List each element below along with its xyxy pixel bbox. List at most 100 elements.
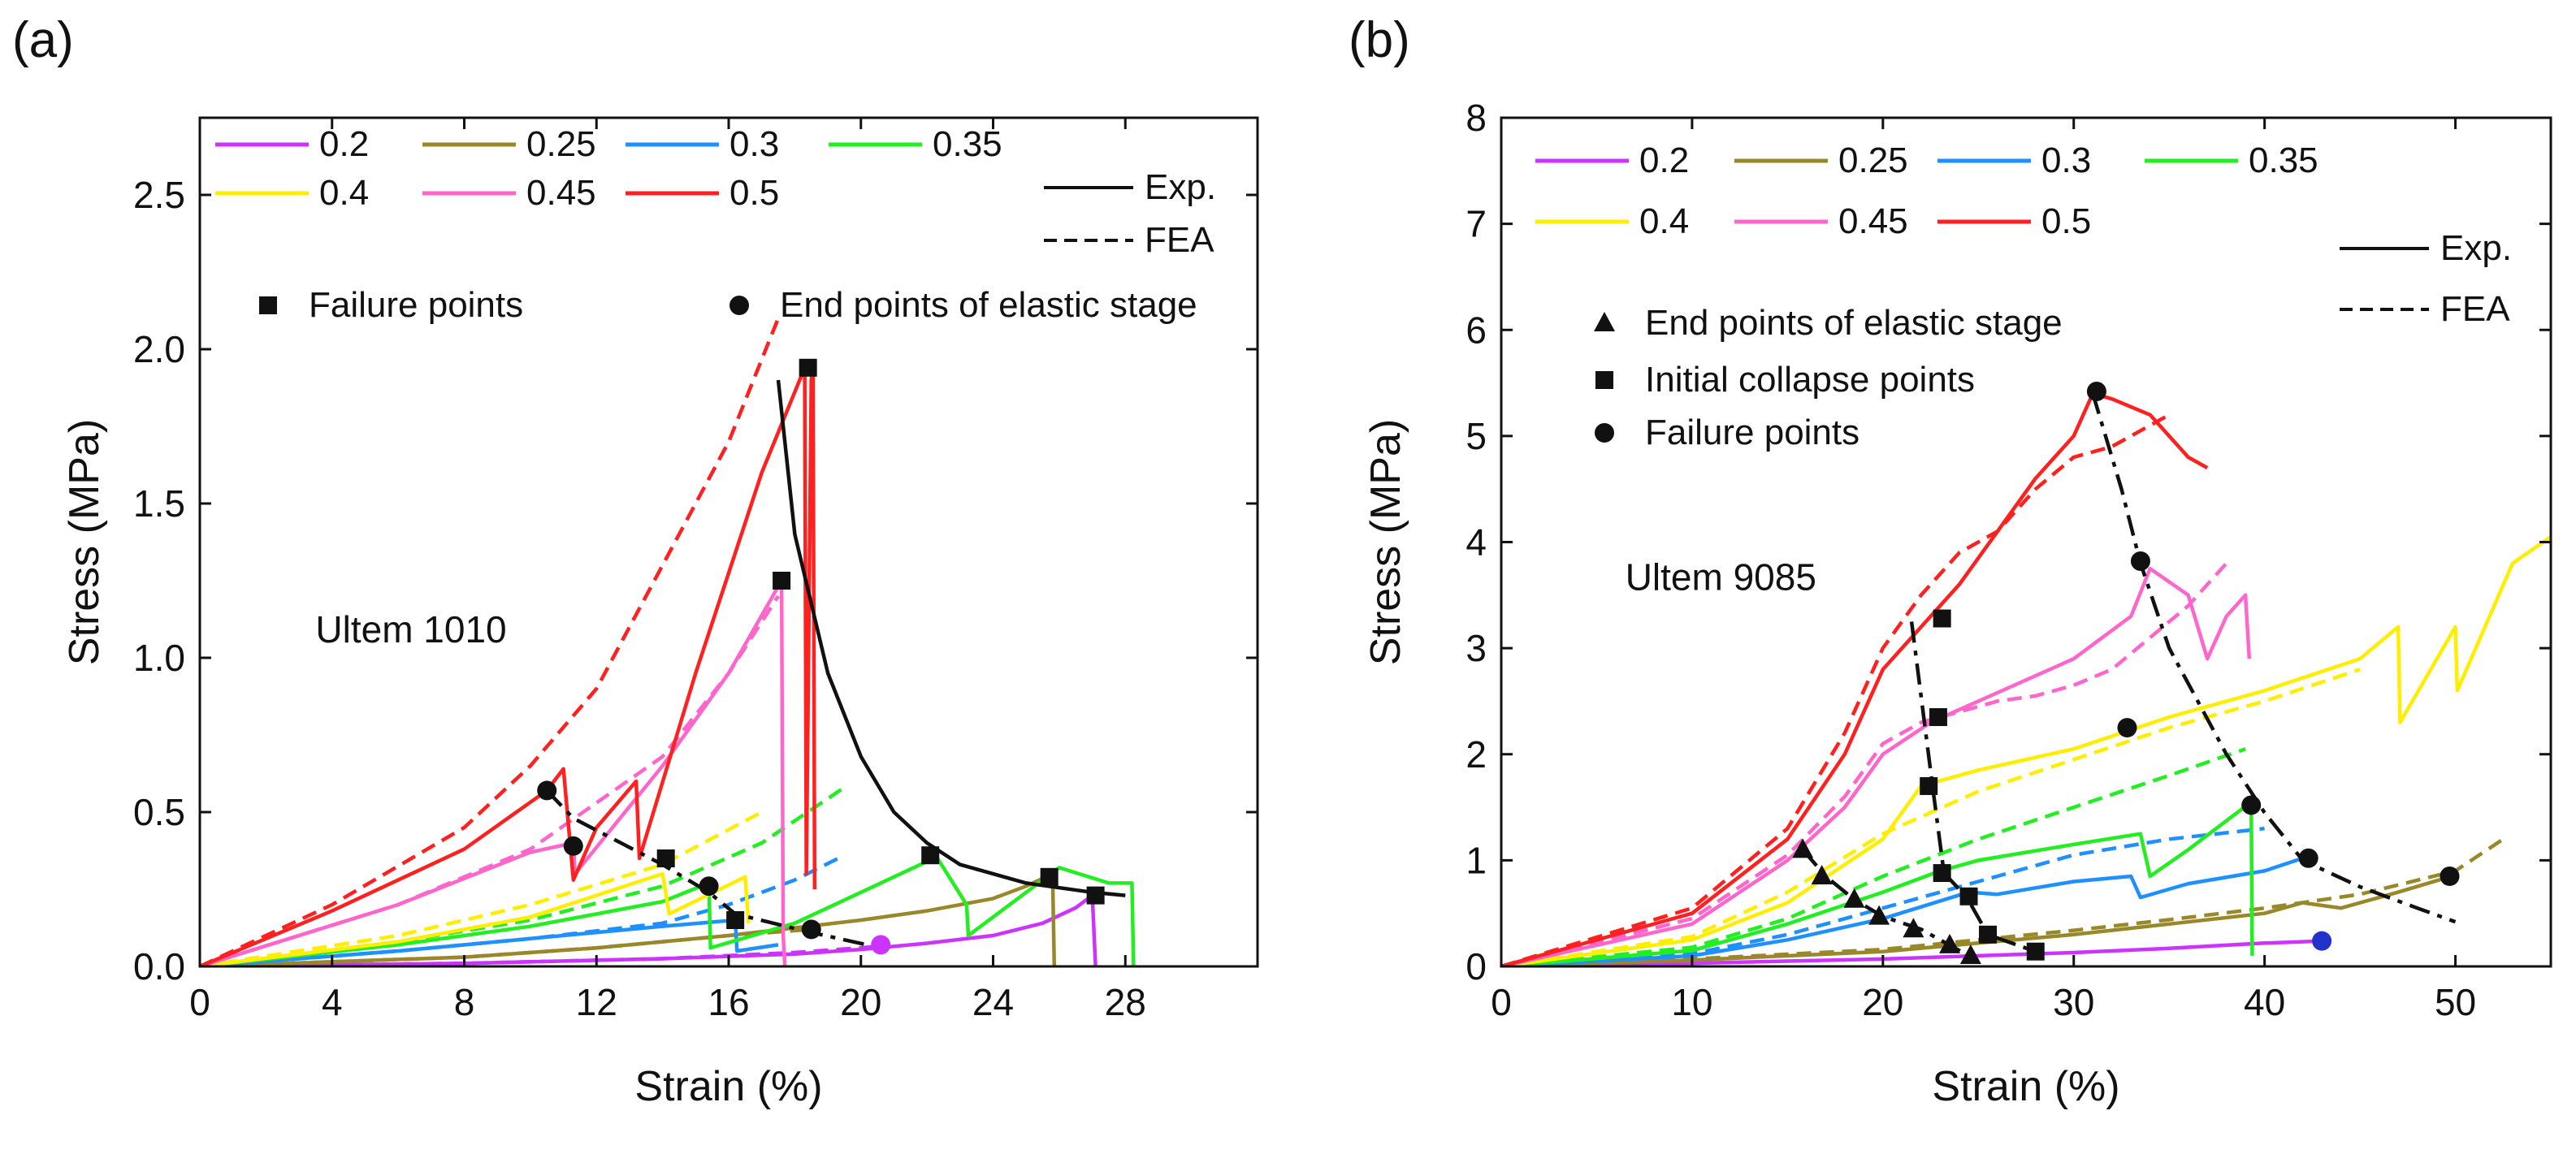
series-line-0.35: [1501, 800, 2254, 966]
x-tick-label: 50: [2435, 981, 2476, 1023]
x-tick-label: 8: [454, 981, 475, 1023]
marker-square: [1929, 708, 1947, 727]
series-line-failure-envelope: [2091, 392, 2457, 924]
legend-style-label: Exp.: [2440, 228, 2512, 268]
series-line-failure-envelope: [776, 379, 1126, 897]
x-tick-label: 16: [708, 981, 749, 1023]
x-tick-label: 0: [1491, 981, 1512, 1023]
marker-triangle: [1868, 905, 1890, 925]
series-line-0.2-FEA: [200, 944, 881, 966]
panel-label: (b): [1349, 12, 1410, 68]
y-tick-label: 4: [1466, 521, 1487, 564]
marker-circle: [699, 876, 719, 897]
y-tick-label: 7: [1466, 203, 1487, 245]
y-axis-label: Stress (MPa): [1362, 419, 1409, 665]
legend-marker-label: End points of elastic stage: [1645, 303, 2063, 343]
marker-circle: [2086, 382, 2106, 402]
marker-circle: [2117, 718, 2137, 738]
legend-marker-circle: [730, 296, 749, 315]
series-line-0.4: [1501, 535, 2551, 966]
marker-circle: [2241, 795, 2262, 815]
x-tick-label: 0: [189, 981, 210, 1023]
x-tick-label: 30: [2053, 981, 2094, 1023]
series-line-0.5-FEA: [1501, 413, 2171, 966]
marker-triangle: [1792, 838, 1814, 858]
x-tick-label: 12: [576, 981, 617, 1023]
marker-triangle: [1811, 864, 1833, 884]
y-tick-label: 1.5: [133, 482, 185, 525]
legend-style-label: FEA: [2440, 289, 2510, 329]
material-annotation: Ultem 1010: [315, 608, 506, 650]
x-tick-label: 24: [972, 981, 1014, 1023]
marker-square: [1086, 886, 1105, 905]
y-tick-label: 5: [1466, 415, 1487, 457]
legend-marker-label: End points of elastic stage: [780, 285, 1197, 325]
marker-triangle: [1959, 944, 1981, 964]
legend-marker-label: Initial collapse points: [1645, 360, 1975, 400]
marker-triangle: [1843, 888, 1865, 908]
series-line-0.4: [200, 871, 751, 966]
marker-circle: [2298, 848, 2318, 868]
marker-square: [1959, 887, 1978, 905]
marker-square: [1933, 609, 1951, 628]
axes-frame: [1500, 116, 2552, 968]
marker-square: [656, 849, 675, 867]
legend-marker-circle: [1595, 423, 1614, 443]
marker-circle: [2130, 551, 2150, 572]
marker-square: [1979, 925, 1998, 944]
y-axis-label: Stress (MPa): [61, 419, 108, 665]
plot-area: [200, 318, 1136, 966]
x-tick-label: 20: [840, 981, 881, 1023]
legend-label: 0.45: [1838, 201, 1908, 241]
legend-label: 0.4: [1639, 201, 1689, 241]
y-tick-label: 2.5: [133, 174, 185, 216]
legend-style-label: Exp.: [1145, 167, 1216, 207]
panel-label: (a): [12, 12, 74, 68]
y-tick-label: 1: [1466, 839, 1487, 881]
y-tick-label: 2: [1466, 733, 1487, 776]
legend-marker-square: [259, 296, 277, 314]
y-tick-label: 0.0: [133, 945, 185, 988]
y-tick-label: 0: [1466, 945, 1487, 988]
marker-circle: [2312, 931, 2332, 951]
panel-a: (a) 0 4 8 12 16 20 24 28 0.0 0.5 1.0 1.5 2.0 2.5 Strain…: [12, 12, 1259, 1110]
legend-label: 0.3: [2041, 140, 2091, 180]
x-tick-label: 4: [322, 981, 343, 1023]
series-line-0.45-FEA: [200, 594, 780, 966]
y-tick-label: 6: [1466, 309, 1487, 351]
legend-label: 0.25: [526, 124, 596, 164]
marker-circle: [537, 780, 557, 801]
y-tick-label: 3: [1466, 627, 1487, 669]
legend-marker-label: Failure points: [1645, 413, 1859, 452]
legend-marker-label: Failure points: [309, 285, 523, 325]
marker-circle: [801, 919, 821, 940]
x-axis-label: Strain (%): [1932, 1063, 2119, 1110]
legend-label: 0.5: [730, 173, 779, 213]
y-tick-label: 0.5: [133, 791, 185, 833]
marker-square: [726, 911, 745, 929]
x-tick-label: 10: [1671, 981, 1712, 1023]
x-tick-label: 20: [1862, 981, 1903, 1023]
legend-marker-square: [1595, 371, 1613, 389]
series-line-0.35-FEA: [1501, 747, 2246, 966]
series-line-0.45: [1501, 566, 2252, 966]
series-line-0.3: [1501, 856, 2304, 966]
y-tick-label: 2.0: [133, 328, 185, 370]
legend-marker-triangle: [1594, 312, 1615, 331]
legend-label: 0.25: [1838, 140, 1908, 180]
series-line-0.3: [200, 918, 779, 966]
panel-b: (b) 0 10 20 30 40 50 0 1 2 3 4 5 6 7 8 Strain (%) Stress …: [1349, 12, 2552, 1110]
axes-frame: [198, 116, 1259, 968]
marker-circle: [2440, 866, 2460, 886]
series-line-0.25: [1501, 874, 2453, 966]
series-line-0.4-FEA: [1501, 668, 2361, 966]
legend-style-label: FEA: [1145, 220, 1214, 260]
x-tick-label: 28: [1105, 981, 1146, 1023]
marker-square: [921, 846, 940, 865]
legend-label: 0.3: [730, 124, 779, 164]
legend-label: 0.2: [319, 124, 369, 164]
marker-square: [1040, 867, 1059, 886]
plot-area: [1501, 382, 2551, 966]
series-line-0.2: [1501, 939, 2323, 966]
